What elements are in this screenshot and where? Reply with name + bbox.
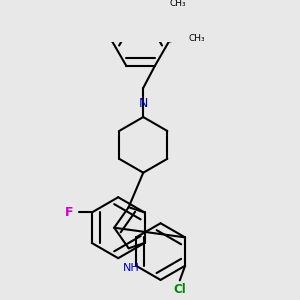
Text: NH: NH [123,263,140,273]
Text: CH₃: CH₃ [169,0,186,8]
Text: F: F [65,206,73,219]
Text: N: N [139,98,148,110]
Text: Cl: Cl [173,283,186,296]
Text: CH₃: CH₃ [189,34,206,43]
